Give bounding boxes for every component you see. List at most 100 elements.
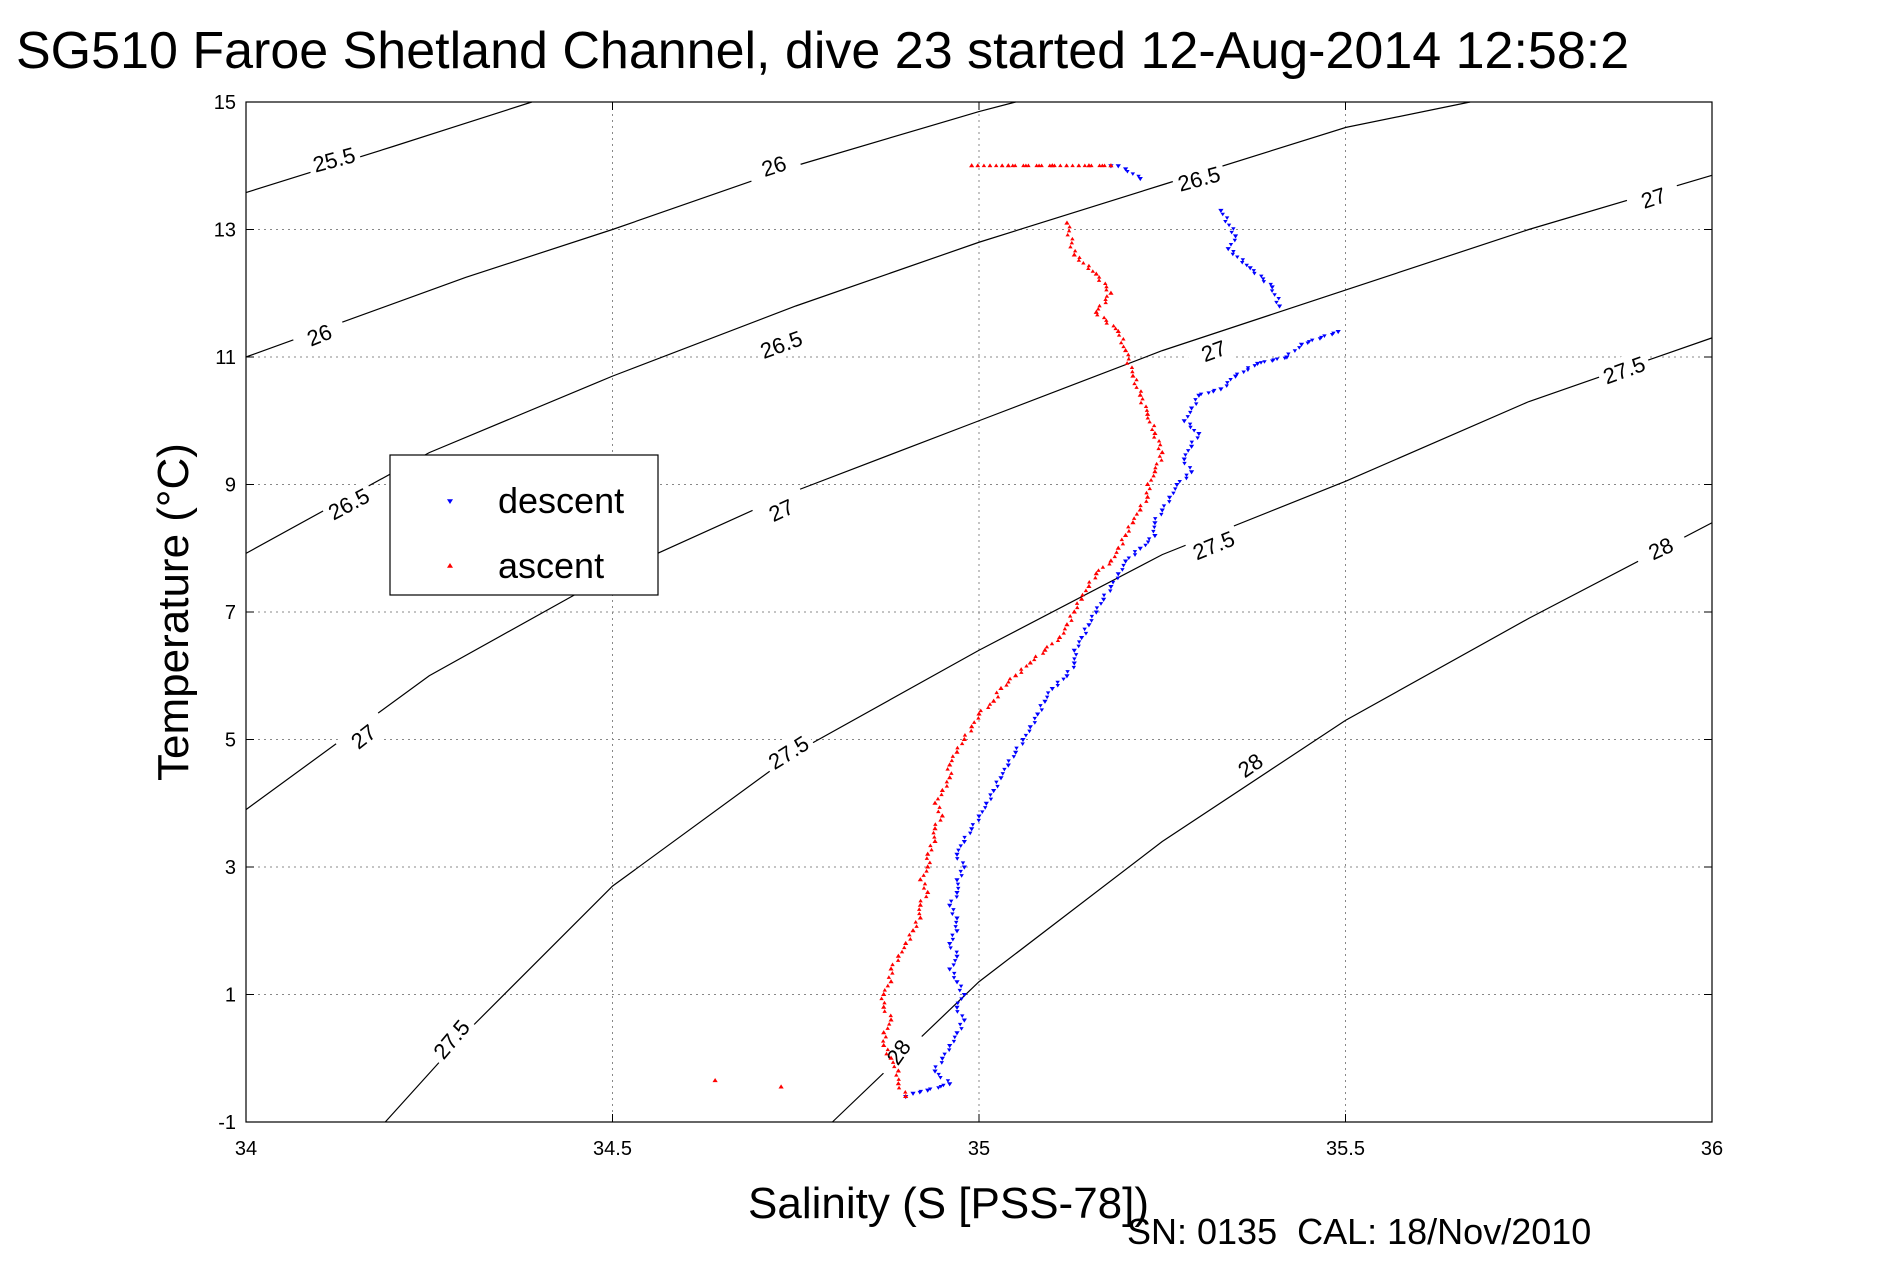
data-point-descent [948, 946, 953, 950]
data-point-ascent [1039, 163, 1044, 168]
data-point-ascent [888, 1017, 894, 1022]
data-point-descent [1071, 648, 1077, 653]
data-point-ascent [895, 953, 901, 958]
data-point-ascent [1134, 377, 1139, 382]
legend-box [389, 454, 659, 596]
data-point-descent [1082, 627, 1087, 632]
data-point-descent [1225, 381, 1230, 385]
data-point-ascent [888, 1013, 893, 1018]
data-point-descent [1089, 619, 1094, 623]
data-point-ascent [1069, 240, 1075, 245]
data-point-descent [1002, 767, 1007, 772]
data-point-ascent [1000, 163, 1005, 168]
data-point-ascent [1119, 537, 1125, 542]
data-point-descent [1185, 449, 1191, 453]
data-point-ascent [1137, 392, 1143, 397]
data-point-descent [1194, 402, 1199, 406]
data-point-ascent [1032, 657, 1037, 662]
data-point-descent [1224, 384, 1229, 388]
data-point-descent [1042, 699, 1048, 704]
data-point-ascent [932, 838, 938, 844]
data-point-ascent [962, 733, 968, 737]
data-point-ascent [879, 996, 884, 1001]
legend: descent ascent [389, 454, 659, 596]
data-point-descent [1269, 285, 1275, 290]
data-point-ascent [1064, 220, 1070, 225]
data-point-descent [1013, 750, 1019, 755]
data-point-ascent [1145, 416, 1150, 420]
data-point-descent [983, 806, 988, 810]
data-point-ascent [1126, 529, 1132, 533]
y-tick-label: 5 [225, 730, 236, 752]
data-point-descent [1071, 661, 1077, 666]
data-point-ascent [1100, 565, 1106, 569]
data-point-ascent [921, 873, 926, 877]
data-point-ascent [1151, 435, 1157, 439]
data-point-descent [1276, 297, 1281, 301]
data-point-ascent [1126, 524, 1131, 529]
data-point-ascent [993, 163, 999, 168]
data-point-ascent [1114, 550, 1119, 554]
data-point-descent [1183, 453, 1188, 457]
data-point-descent [1322, 334, 1327, 338]
data-point-ascent [1138, 389, 1144, 393]
data-point-descent [1240, 260, 1245, 265]
data-point-ascent [1111, 323, 1116, 328]
data-point-descent [961, 839, 967, 845]
legend-label-descent: descent [498, 480, 624, 521]
data-point-descent [1000, 772, 1005, 776]
data-point-ascent [1065, 232, 1070, 237]
data-point-descent [945, 1079, 951, 1083]
data-point-descent [1329, 333, 1335, 337]
data-point-descent [968, 831, 973, 836]
data-point-ascent [1104, 287, 1109, 292]
data-point-descent [955, 857, 960, 861]
data-point-descent [960, 1014, 965, 1018]
data-point-descent [1184, 473, 1189, 478]
data-point-descent [1152, 525, 1157, 530]
contour-label-bg [305, 140, 363, 179]
data-point-ascent [903, 940, 909, 946]
data-point-descent [952, 1035, 957, 1040]
data-point-ascent [978, 708, 983, 713]
data-point-ascent [1121, 336, 1126, 341]
data-point-descent [1076, 640, 1082, 644]
data-point-descent [1083, 631, 1089, 636]
data-point-ascent [896, 1085, 902, 1090]
data-point-ascent [1072, 248, 1078, 253]
data-point-descent [925, 1088, 931, 1093]
data-point-descent [1089, 614, 1095, 619]
data-point-ascent [1071, 252, 1077, 257]
data-point-ascent [1086, 263, 1092, 268]
contour-label-bg [752, 323, 810, 366]
data-point-descent [1101, 593, 1107, 598]
data-point-ascent [939, 787, 945, 793]
data-point-descent [1130, 172, 1136, 176]
data-point-ascent [949, 758, 955, 763]
data-point-descent [1079, 635, 1085, 641]
data-point-descent [1272, 293, 1277, 297]
data-point-ascent [932, 800, 938, 805]
data-point-descent [1159, 512, 1164, 517]
data-point-ascent [1087, 580, 1092, 584]
data-point-ascent [945, 767, 950, 771]
data-point-ascent [894, 1073, 899, 1077]
data-point-descent [1137, 546, 1143, 551]
data-point-descent [956, 848, 961, 853]
data-point-descent [1188, 470, 1195, 475]
contour-label-bg [1624, 177, 1683, 219]
data-point-ascent [881, 1004, 887, 1009]
data-point-descent [1274, 357, 1280, 362]
contour-line-27 [245, 174, 1713, 811]
data-point-ascent [961, 736, 967, 742]
data-point-ascent [995, 694, 1001, 699]
data-point-descent [980, 810, 985, 814]
data-point-descent [938, 1076, 943, 1080]
data-point-descent [947, 1082, 953, 1087]
data-point-ascent [1134, 512, 1140, 516]
data-point-ascent [1113, 326, 1118, 331]
data-point-ascent [1013, 673, 1019, 678]
data-point-descent [938, 1084, 944, 1089]
data-point-descent [1335, 329, 1341, 335]
